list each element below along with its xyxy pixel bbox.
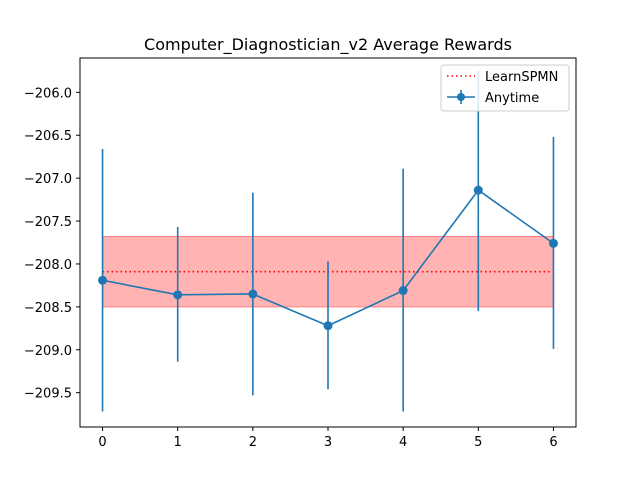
anytime-point xyxy=(98,275,108,285)
y-tick-label: −209.0 xyxy=(24,344,72,359)
y-tick-label: −208.0 xyxy=(24,258,72,273)
x-tick-label: 6 xyxy=(549,435,557,450)
x-tick-label: 2 xyxy=(249,435,257,450)
legend-box xyxy=(440,64,570,112)
x-tick-label: 4 xyxy=(399,435,407,450)
y-tick-label: −206.5 xyxy=(24,129,72,144)
x-tick-label: 1 xyxy=(174,435,182,450)
anytime-point xyxy=(248,289,258,299)
chart-title: Computer_Diagnostician_v2 Average Reward… xyxy=(144,35,512,55)
anytime-point xyxy=(473,185,483,195)
y-tick-label: −207.5 xyxy=(24,215,72,230)
anytime-point xyxy=(398,286,408,296)
y-tick-label: −208.5 xyxy=(24,301,72,316)
y-tick-label: −207.0 xyxy=(24,172,72,187)
y-tick-label: −206.0 xyxy=(24,86,72,101)
x-axis: 0 1 2 3 4 5 6 xyxy=(98,427,558,450)
x-tick-label: 5 xyxy=(474,435,482,450)
legend-swatch-anytime-marker xyxy=(457,93,465,101)
anytime-point xyxy=(548,238,558,248)
y-tick-label: −209.5 xyxy=(24,387,72,402)
legend: LearnSPMN Anytime xyxy=(440,64,570,112)
legend-label-anytime: Anytime xyxy=(485,91,539,106)
x-tick-label: 3 xyxy=(324,435,332,450)
y-axis: −209.5 −209.0 −208.5 −208.0 −207.5 −207.0 −206… xyxy=(24,86,80,402)
anytime-point xyxy=(173,290,183,300)
anytime-point xyxy=(323,321,333,331)
plot-area xyxy=(79,57,577,428)
legend-label-learnspmn: LearnSPMN xyxy=(485,70,558,85)
x-tick-label: 0 xyxy=(98,435,106,450)
